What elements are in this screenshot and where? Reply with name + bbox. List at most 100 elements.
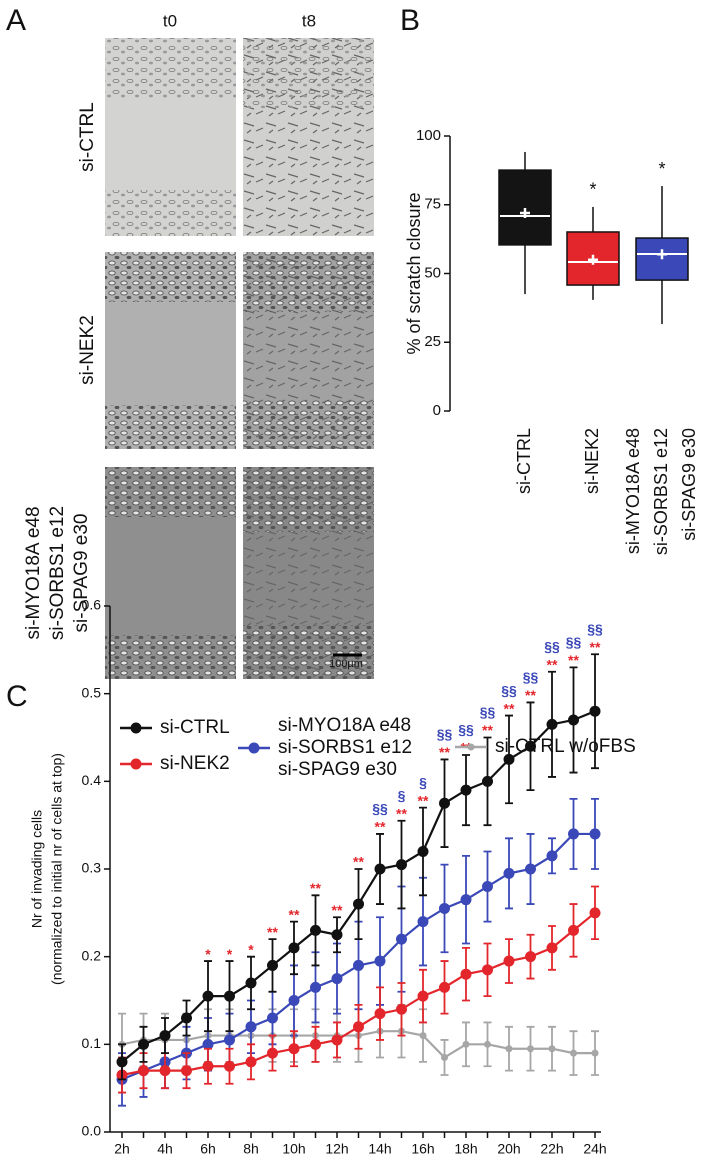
point: [419, 1032, 427, 1040]
significance: §§: [372, 801, 388, 817]
point: [288, 1043, 300, 1055]
point: [525, 740, 536, 752]
significance: §§: [566, 634, 582, 650]
y-tick-label: 0.3: [82, 860, 102, 876]
point: [202, 1060, 214, 1072]
y-tick-label: 25: [424, 333, 441, 350]
significance: **: [590, 639, 601, 655]
point: [396, 859, 407, 871]
point: [181, 1065, 192, 1077]
point: [439, 797, 450, 809]
point: [417, 990, 429, 1002]
cell-texture: [243, 467, 374, 532]
box: [566, 231, 620, 286]
y-tick-label: 100: [416, 127, 441, 144]
significance: **: [568, 652, 579, 668]
significance: **: [418, 792, 429, 808]
significance: §§: [544, 638, 560, 654]
significance: §§: [523, 669, 539, 685]
panel-label: A: [6, 4, 26, 37]
x-tick-label: 18h: [454, 1141, 477, 1157]
column-label: t8: [302, 11, 316, 30]
significance: **: [332, 902, 343, 918]
point: [568, 828, 579, 840]
column-label: t0: [163, 11, 177, 30]
cell-texture: [243, 38, 374, 108]
point: [374, 863, 386, 875]
box: [498, 169, 552, 246]
y-tick-label: 0.0: [82, 1123, 102, 1139]
x-tick-label: 6h: [200, 1141, 216, 1157]
significance: **: [525, 687, 536, 703]
point: [591, 1049, 599, 1057]
point: [396, 933, 407, 945]
x-tick-label: 16h: [411, 1141, 434, 1157]
point: [288, 942, 300, 954]
y-axis-label: Nr of invading cells: [29, 810, 45, 928]
point: [589, 705, 601, 717]
y-tick-label: 75: [424, 196, 441, 213]
point: [417, 916, 429, 928]
panel-label: C: [6, 680, 28, 713]
point: [267, 959, 278, 971]
point: [546, 718, 558, 730]
point: [460, 784, 472, 796]
point: [439, 981, 450, 993]
y-axis-label: % of scratch closure: [404, 192, 424, 354]
significance: *: [589, 180, 596, 200]
legend-marker: [130, 758, 142, 770]
point: [589, 828, 601, 840]
point: [224, 1034, 235, 1046]
point: [568, 714, 579, 726]
x-tick-label: 4h: [157, 1141, 173, 1157]
point: [482, 964, 493, 976]
point: [331, 973, 343, 985]
significance: *: [248, 941, 254, 957]
legend-label: si-NEK2: [160, 753, 230, 774]
point: [527, 1045, 534, 1053]
significance: *: [227, 946, 233, 962]
point: [331, 1034, 343, 1046]
x-tick-label: 10h: [282, 1141, 305, 1157]
point: [503, 753, 515, 765]
point: [224, 1060, 235, 1072]
significance: **: [289, 906, 300, 922]
x-tick-label: 14h: [368, 1141, 391, 1157]
y-tick-label: 0.6: [82, 597, 102, 613]
point: [484, 1040, 491, 1048]
point: [116, 1056, 128, 1068]
mean-marker: [520, 208, 530, 218]
cell-texture: [105, 467, 236, 517]
point: [460, 894, 472, 906]
cell-texture: [105, 190, 236, 236]
row-label: si-CTRL: [77, 102, 98, 172]
significance: **: [375, 819, 386, 835]
x-tick-label: 2h: [114, 1141, 130, 1157]
point: [441, 1053, 448, 1061]
point: [503, 867, 515, 879]
point: [138, 1038, 149, 1050]
point: [202, 1038, 214, 1050]
mean-marker: [657, 249, 667, 260]
point: [245, 1021, 257, 1033]
significance: *: [658, 159, 665, 179]
significance: §§: [437, 726, 453, 742]
significance: **: [396, 805, 407, 821]
point: [159, 1065, 171, 1077]
x-tick-label: 12h: [325, 1141, 348, 1157]
point: [353, 959, 364, 971]
row-label: si-MYO18A e48: [23, 506, 44, 639]
y-tick-label: 0.1: [82, 1035, 102, 1051]
x-tick-label: 8h: [243, 1141, 259, 1157]
point: [525, 951, 536, 963]
point: [589, 907, 601, 919]
point: [396, 1003, 407, 1015]
x-tick-label: si-SPAG9 e30: [679, 428, 699, 541]
significance: §§: [501, 682, 517, 698]
x-tick-label: 22h: [540, 1141, 563, 1157]
micrographs: [105, 38, 374, 679]
point: [245, 1056, 257, 1068]
point: [288, 995, 300, 1006]
point: [267, 1047, 278, 1059]
point: [460, 968, 472, 980]
